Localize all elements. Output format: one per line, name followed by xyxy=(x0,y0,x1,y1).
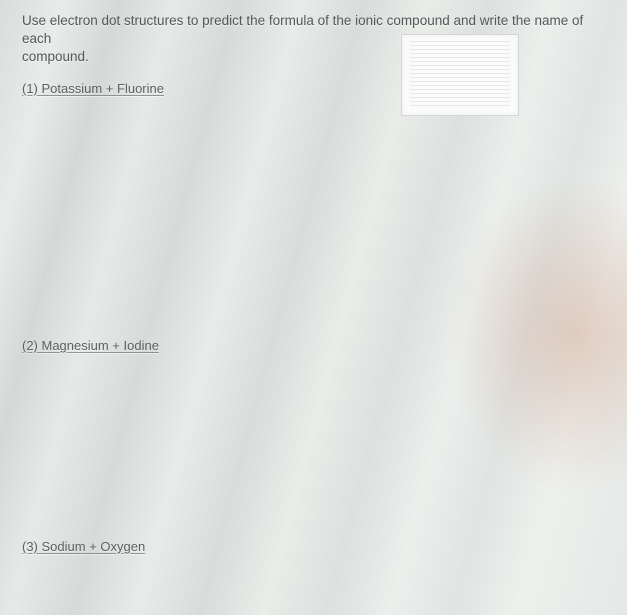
problem-3: (3) Sodium + Oxygen xyxy=(22,539,609,554)
instruction-line-2: compound. xyxy=(22,49,89,64)
inset-panel xyxy=(401,34,519,116)
problem-2: (2) Magnesium + Iodine xyxy=(22,338,609,353)
panel-lines xyxy=(410,41,510,109)
worksheet-page: Use electron dot structures to predict t… xyxy=(0,0,627,554)
instruction-text: Use electron dot structures to predict t… xyxy=(22,12,609,67)
problem-1: (1) Potassium + Fluorine xyxy=(22,81,609,96)
